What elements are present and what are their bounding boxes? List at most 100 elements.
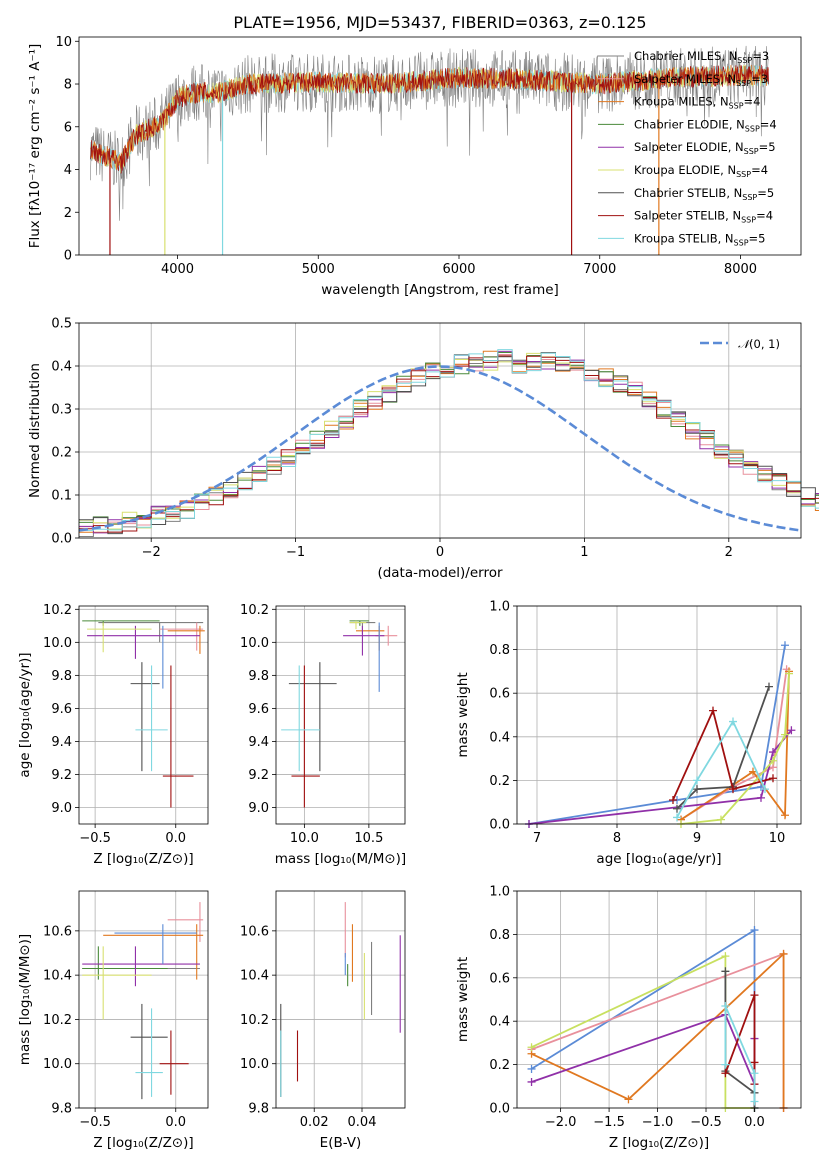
error-bar-point: [349, 620, 367, 630]
error-bar-point: [87, 625, 200, 659]
x-tick-label: 8: [613, 831, 621, 846]
y-tick-label: 9.0: [51, 801, 72, 816]
y-tick-label: 0.0: [489, 1102, 510, 1117]
weight-marker: [785, 669, 793, 678]
error-bar-point: [135, 665, 168, 772]
weight-marker: [765, 682, 773, 691]
age-vs-metallicity-grid: [79, 606, 208, 824]
error-bar-point: [82, 946, 152, 1020]
x-axis-label: Z [log₁₀(Z/Z⊙)]: [93, 1135, 193, 1151]
weight-vs-metallicity-frame: [516, 890, 802, 1109]
weight-vs-metallicity-panel: −2.0 −1.5 −1.0 −0.5 0.0 0.0 0.2 0.4 0.6 0.8 1.0 Z […: [455, 885, 802, 1151]
x-axis-label: mass [log₁₀(M/M⊙)]: [275, 851, 406, 867]
x-tick-label: −1.5: [593, 1115, 625, 1130]
age-vs-metallicity-panel: −0.5 0.0 9.0 9.2 9.4 9.6 9.8 10.0 10.2 Z [log₁₀(Z…: [17, 603, 209, 867]
error-bar-point: [355, 625, 385, 651]
weight-marker: [769, 774, 777, 783]
x-tick-label: −1.0: [642, 1115, 674, 1130]
weight-line: [680, 671, 790, 821]
y-tick-label: 0.2: [489, 1058, 510, 1073]
x-tick-label: 1: [580, 545, 588, 560]
weight-marker: [779, 949, 788, 958]
x-tick-label: 7: [533, 831, 541, 846]
x-tick-label: 0.02: [300, 1115, 329, 1130]
error-bar-point: [130, 1003, 168, 1100]
legend-label: 𝒩(0, 1): [738, 337, 780, 351]
x-tick-label: 6000: [442, 262, 475, 277]
weight-series: [721, 1002, 759, 1106]
x-tick-label: 0.0: [165, 1115, 186, 1130]
y-tick-label: 9.8: [51, 1102, 72, 1117]
weight-marker: [721, 952, 730, 961]
y-tick-label: 0.0: [51, 532, 72, 547]
x-tick-label: 7000: [583, 262, 616, 277]
spectrum-legend: Chabrier MILES, NSSP=3 Salpeter MILES, NS…: [598, 49, 777, 247]
x-axis-label: wavelength [Angstrom, rest frame]: [321, 282, 559, 298]
weight-series: [527, 949, 788, 1112]
legend-label: Salpeter MILES, NSSP=3: [634, 72, 768, 88]
weight-line: [528, 645, 786, 825]
y-tick-label: 10.4: [240, 969, 269, 984]
spectrum-marks: [89, 45, 769, 255]
legend-label: Chabrier ELODIE, NSSP=4: [634, 117, 777, 133]
weight-marker: [781, 730, 789, 739]
weight-marker: [527, 1064, 536, 1073]
age-vs-mass-panel: 10.0 10.5 9.0 9.2 9.4 9.6 9.8 10.0 10.2 mass [log…: [240, 603, 406, 867]
weight-marker: [749, 767, 757, 776]
weight-marker: [717, 815, 725, 824]
residual-histogram: [79, 352, 819, 530]
x-tick-label: −0.5: [690, 1115, 722, 1130]
weight-marker: [757, 793, 765, 802]
weight-series: [673, 717, 769, 822]
weight-marker: [761, 785, 769, 794]
error-bar-point: [159, 622, 204, 651]
y-tick-label: 2: [64, 206, 72, 221]
error-bar-point: [87, 622, 152, 653]
weight-marker: [750, 1069, 759, 1078]
y-tick-label: 10.0: [240, 1057, 269, 1072]
weight-line: [676, 719, 766, 818]
y-tick-label: 0.0: [489, 818, 510, 833]
x-tick-label: −2: [142, 545, 161, 560]
weight-marker: [527, 1043, 536, 1052]
y-tick-label: 0.1: [51, 489, 72, 504]
error-bar-point: [159, 1030, 189, 1095]
x-tick-label: 8000: [724, 262, 757, 277]
weight-line: [531, 1013, 756, 1085]
error-bar-point: [98, 621, 204, 643]
weight-line: [724, 1005, 756, 1102]
y-tick-label: 1.0: [489, 600, 510, 615]
y-tick-label: 9.2: [51, 768, 72, 783]
x-axis-label: age [log₁₀(age/yr)]: [596, 851, 721, 867]
legend-label: Chabrier STELIB, NSSP=5: [634, 186, 774, 202]
weight-marker: [721, 967, 730, 976]
error-bar-point: [288, 662, 337, 772]
y-tick-label: 9.8: [51, 669, 72, 684]
y-tick-label: 10.0: [43, 636, 72, 651]
y-tick-label: 10.6: [43, 924, 72, 939]
x-axis-label: E(B-V): [320, 1135, 362, 1151]
y-tick-label: 6: [64, 120, 72, 135]
residuals-frame: [78, 322, 802, 539]
y-tick-label: 10.0: [240, 636, 269, 651]
y-tick-label: 10.2: [240, 1013, 269, 1028]
y-tick-label: 10.2: [43, 1013, 72, 1028]
x-tick-label: 0: [436, 545, 444, 560]
x-tick-label: −0.5: [79, 831, 111, 846]
x-tick-label: 0.04: [348, 1115, 377, 1130]
spectrum-frame: [78, 36, 802, 256]
y-tick-label: 9.8: [248, 1102, 269, 1117]
y-axis-label: mass weight: [455, 672, 471, 757]
weight-marker: [781, 811, 789, 820]
y-tick-label: 0: [64, 249, 72, 264]
age-vs-mass-frame: [275, 605, 406, 825]
y-tick-label: 0.8: [489, 928, 510, 943]
y-tick-label: 0.8: [489, 643, 510, 658]
y-tick-label: 0.3: [51, 403, 72, 418]
x-tick-label: 5000: [302, 262, 335, 277]
error-bar-point: [291, 665, 320, 808]
y-tick-label: 9.4: [51, 735, 72, 750]
weight-marker: [729, 717, 737, 726]
age-vs-mass-grid: [276, 606, 405, 824]
weight-marker: [750, 926, 759, 935]
